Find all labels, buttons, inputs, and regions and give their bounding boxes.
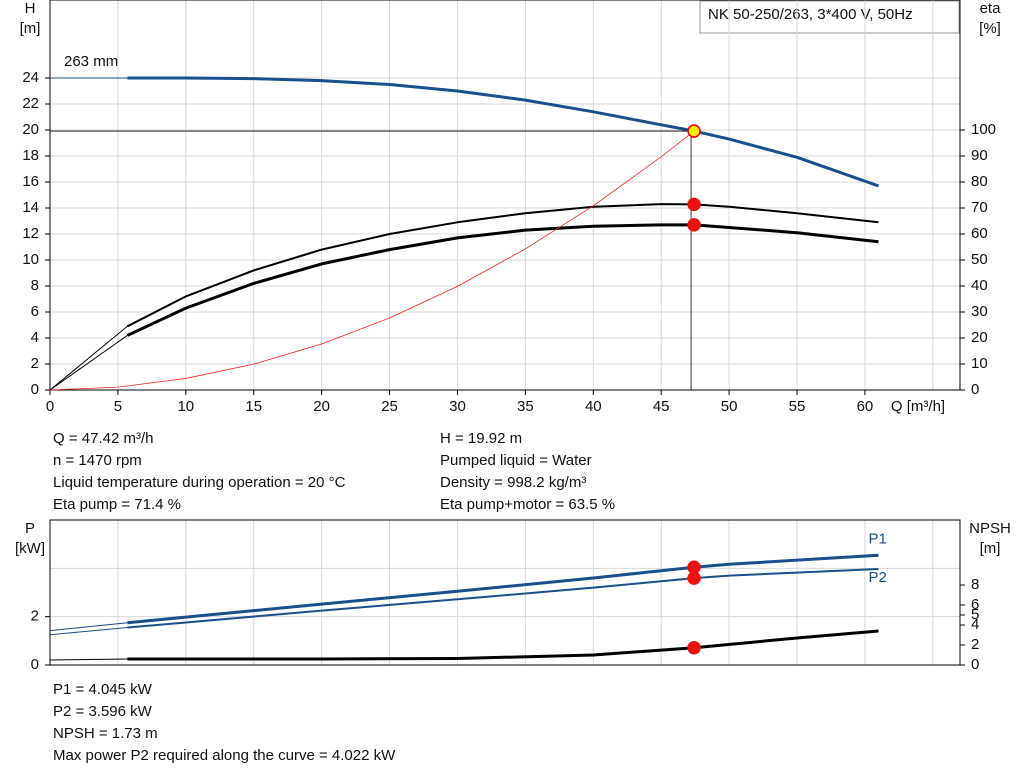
y2-axis-unit: [m]: [980, 540, 1001, 557]
curve: [127, 568, 879, 629]
y-tick-label: 14: [22, 199, 39, 216]
x-tick-label: 50: [721, 398, 738, 415]
x-tick-label: 0: [46, 398, 54, 415]
operating-point: [687, 571, 701, 585]
title-box: [699, 0, 960, 34]
plot-frame: [49, 519, 961, 666]
info-block: P1 = 4.045 kW P2 = 3.596 kW NPSH = 1.73 m M…: [53, 679, 395, 767]
info-line: Pumped liquid = Water: [440, 452, 592, 469]
y2-tick-label: 0: [971, 656, 979, 673]
y-tick-label: 10: [22, 251, 39, 268]
y-tick-label: 0: [31, 381, 39, 398]
y-tick-label: 12: [22, 225, 39, 242]
y-tick-label: 22: [22, 95, 39, 112]
curve: [49, 334, 128, 391]
info-line: NPSH = 1.73 m: [53, 725, 158, 742]
y2-tick-label: 6: [971, 596, 979, 613]
plot-frame: [49, 0, 961, 391]
info-line: Q = 47.42 m³/h: [53, 430, 154, 447]
curve-label: 263 mm: [64, 53, 118, 70]
x-tick-label: 5: [114, 398, 122, 415]
y-axis-label: H: [25, 0, 36, 17]
y-tick-label: 0: [31, 656, 39, 673]
operating-point: [687, 218, 701, 232]
y-tick-label: 24: [22, 69, 39, 86]
y-tick-label: 4: [31, 329, 39, 346]
y2-tick-label: 8: [971, 576, 979, 593]
x-tick-label: 60: [857, 398, 874, 415]
y2-tick-label: 0: [971, 381, 979, 398]
x-tick-label: 40: [585, 398, 602, 415]
y2-tick-label: 50: [971, 251, 988, 268]
x-tick-label: 30: [449, 398, 466, 415]
y2-tick-label: 4: [971, 616, 979, 633]
curve: [127, 629, 879, 661]
curve: [126, 223, 879, 337]
x-tick-label: 35: [517, 398, 534, 415]
info-line: P1 = 4.045 kW: [53, 681, 152, 698]
info-line: Density = 998.2 kg/m³: [440, 474, 587, 491]
y2-tick-label: 20: [971, 329, 988, 346]
x-tick-label: 20: [313, 398, 330, 415]
operating-point: [687, 640, 701, 655]
curve: [49, 325, 128, 391]
info-line: H = 19.92 m: [440, 430, 523, 447]
y2-tick-label: 2: [971, 636, 979, 653]
x-axis-label: Q [m³/h]: [891, 398, 945, 415]
x-tick-label: 25: [381, 398, 398, 415]
curve: [127, 76, 880, 188]
y-axis-unit: [kW]: [15, 540, 45, 557]
info-line: Eta pump = 71.4 %: [53, 496, 181, 513]
y2-tick-label: 10: [971, 355, 988, 372]
y2-tick-label: 90: [971, 147, 988, 164]
y2-tick-label: 5: [971, 606, 979, 623]
info-block: Q = 47.42 m³/h n = 1470 rpm Liquid tempera…: [53, 428, 345, 516]
y2-tick-label: 30: [971, 303, 988, 320]
y2-tick-label: 40: [971, 277, 988, 294]
info-line: Eta pump+motor = 63.5 %: [440, 496, 616, 513]
info-line: n = 1470 rpm: [53, 452, 142, 469]
curve: [49, 130, 695, 391]
y2-tick-label: 60: [971, 225, 988, 242]
info-line: Max power P2 required along the curve = …: [53, 747, 396, 764]
series-label: P2: [869, 569, 887, 586]
x-tick-label: 15: [245, 398, 262, 415]
curve: [127, 553, 879, 625]
x-tick-label: 55: [789, 398, 806, 415]
y-tick-label: 20: [22, 121, 39, 138]
y-axis-label: P: [25, 520, 35, 537]
y-tick-label: 16: [22, 173, 39, 190]
y-tick-label: 2: [31, 355, 39, 372]
curve: [49, 627, 128, 636]
chart-title: NK 50-250/263, 3*400 V, 50Hz: [708, 6, 913, 23]
curve: [126, 203, 879, 328]
info-line: P2 = 3.596 kW: [53, 703, 152, 720]
y-tick-label: 2: [31, 608, 39, 625]
y2-tick-label: 100: [971, 121, 996, 138]
curve: [49, 658, 128, 661]
operating-point: [687, 197, 701, 212]
x-tick-label: 10: [177, 398, 194, 415]
y2-axis-unit: [%]: [979, 20, 1001, 37]
y-tick-label: 18: [22, 147, 39, 164]
y2-tick-label: 70: [971, 199, 988, 216]
operating-point: [687, 124, 701, 138]
y2-tick-label: 80: [971, 173, 988, 190]
y2-axis-label: eta: [980, 0, 1002, 17]
info-line: Liquid temperature during operation = 20…: [53, 474, 346, 491]
series-label: P1: [869, 530, 887, 547]
y-tick-label: 8: [31, 277, 39, 294]
info-block: H = 19.92 m Pumped liquid = Water Density …: [440, 428, 615, 516]
curve: [49, 622, 128, 632]
y-tick-label: 6: [31, 303, 39, 320]
y-axis-unit: [m]: [20, 20, 41, 37]
y2-axis-label: NPSH: [969, 520, 1011, 537]
x-tick-label: 45: [653, 398, 670, 415]
